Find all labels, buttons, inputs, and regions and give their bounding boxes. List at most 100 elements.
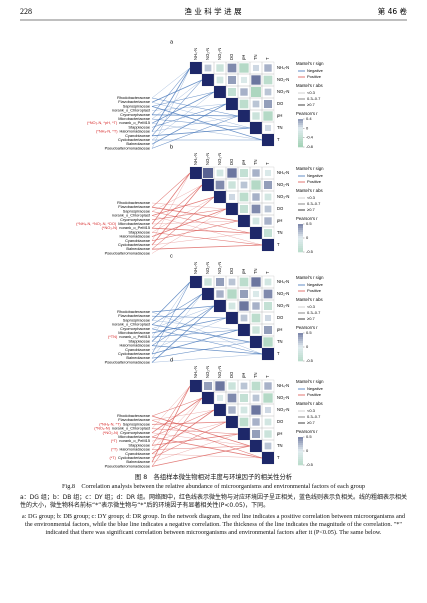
column-label: NH₄-N xyxy=(193,366,198,378)
colorbar-step xyxy=(298,131,303,134)
row-label: NO₂-N xyxy=(277,395,289,400)
legend-title: Mantel's r sign xyxy=(296,379,324,384)
heatmap-cell xyxy=(263,337,273,347)
row-label: DO xyxy=(277,101,284,106)
network-link xyxy=(151,232,251,246)
network-link xyxy=(151,317,227,350)
taxon-label: Stappiaceae xyxy=(128,124,150,129)
network-link xyxy=(151,79,203,136)
network-link xyxy=(151,115,239,132)
network-link xyxy=(151,196,215,233)
colorbar-tick-label: -0.4 xyxy=(306,135,314,140)
legend-label: 0.3–0.7 xyxy=(307,310,321,315)
row-label: pH xyxy=(277,113,282,118)
network-link xyxy=(151,208,227,221)
heatmap-cell xyxy=(238,428,250,440)
heatmap-cell xyxy=(228,181,236,189)
heatmap-cell xyxy=(264,442,272,450)
colorbar-step xyxy=(298,125,303,128)
network-link xyxy=(151,421,227,459)
panel-label: d xyxy=(170,357,173,363)
column-label: DO xyxy=(229,53,234,60)
heatmap-cell xyxy=(262,134,274,146)
legend-label: ≥0.7 xyxy=(307,316,316,321)
legend-title: Pearson's r xyxy=(296,325,318,330)
heatmap-cell xyxy=(251,277,261,287)
heatmap-cell xyxy=(204,64,212,72)
colorbar-tick-label: -0.5 xyxy=(306,358,314,363)
heatmap-cell xyxy=(250,86,262,98)
column-label: NO₂-N xyxy=(205,366,210,378)
heatmap-cell xyxy=(263,325,273,335)
taxon-label: Pseudoalteromonadaceae xyxy=(105,463,150,468)
heatmap-cell xyxy=(239,63,249,73)
taxon-label: Stappiaceae xyxy=(128,442,150,447)
colorbar-step xyxy=(298,349,303,352)
heatmap-cell xyxy=(252,302,260,310)
heatmap-cell xyxy=(216,394,224,402)
heatmap-cell xyxy=(252,394,260,402)
caption-note-en: a: DG group; b: DB group; c: DY group; d… xyxy=(21,513,406,537)
legend-label: <0.3 xyxy=(307,304,316,309)
colorbar-tick-label: -0.5 xyxy=(306,462,314,467)
colorbar-step xyxy=(298,347,303,350)
taxon-label: Pseudoalteromonadaceae xyxy=(105,359,150,364)
taxon-label: Cryomorphaceae xyxy=(120,217,150,222)
taxon-note: (*NH₄-N, *NO₂-N, *DO) xyxy=(76,221,117,226)
network-link xyxy=(151,305,215,313)
column-label: NO₃-N xyxy=(217,153,222,165)
heatmap-cell xyxy=(251,429,261,439)
column-label: DO xyxy=(229,371,234,378)
heatmap-cell xyxy=(264,406,272,414)
column-label: pH xyxy=(241,160,246,165)
network-link xyxy=(151,172,191,241)
heatmap-cell xyxy=(226,416,238,428)
network-link xyxy=(151,305,215,329)
network-link xyxy=(151,202,227,210)
heatmap-cell xyxy=(238,215,250,227)
network-link xyxy=(151,433,239,463)
heatmap-cell xyxy=(263,111,273,121)
panel-label: b xyxy=(170,144,173,150)
heatmap-cell xyxy=(262,239,274,251)
taxon-note: (*NO₂-N) xyxy=(103,430,119,435)
colorbar-step xyxy=(298,461,303,464)
taxon-label: Balneolaceae xyxy=(126,459,150,464)
column-label: NO₂-N xyxy=(205,153,210,165)
network-link xyxy=(151,91,215,107)
taxon-label: Saprospiraceae xyxy=(123,421,150,426)
taxon-label: Cyanobiaceae xyxy=(125,133,150,138)
network-link xyxy=(151,114,239,117)
column-label: pH xyxy=(241,55,246,60)
heatmap-cell xyxy=(264,64,272,72)
network-link xyxy=(151,315,227,319)
heatmap-cell xyxy=(264,124,272,132)
heatmap-cell xyxy=(252,193,260,201)
heatmap-cell xyxy=(239,301,249,311)
heatmap-cell xyxy=(252,290,260,298)
column-label: T xyxy=(265,57,270,60)
colorbar-step xyxy=(298,228,303,231)
heatmap-cell xyxy=(240,76,248,84)
colorbar-tick-label: 0.4 xyxy=(306,116,312,121)
network-link xyxy=(151,341,251,359)
network-link xyxy=(151,397,203,467)
heatmap-cell xyxy=(238,324,250,336)
network-link xyxy=(151,293,203,342)
heatmap-cell xyxy=(250,227,262,239)
taxon-label: Flavobacteriaceae xyxy=(118,99,150,104)
network-link xyxy=(151,281,191,321)
row-label: NH₄-N xyxy=(277,383,289,388)
colorbar-step xyxy=(298,232,303,235)
column-label: TN xyxy=(253,372,258,378)
row-label: T xyxy=(277,137,280,142)
network-link xyxy=(151,91,215,141)
colorbar-step xyxy=(298,234,303,237)
colorbar-step xyxy=(298,333,303,336)
heatmap-cell xyxy=(202,167,214,179)
heatmap-cell xyxy=(263,289,273,299)
taxon-note: (*T) xyxy=(111,438,118,443)
heatmap-cell xyxy=(250,122,262,134)
network-link xyxy=(151,293,203,359)
column-label: pH xyxy=(241,373,246,378)
